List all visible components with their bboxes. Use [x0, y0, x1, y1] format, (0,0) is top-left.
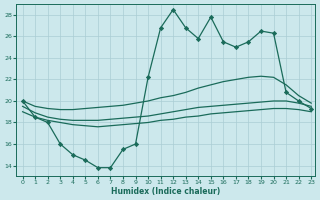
X-axis label: Humidex (Indice chaleur): Humidex (Indice chaleur) — [111, 187, 220, 196]
